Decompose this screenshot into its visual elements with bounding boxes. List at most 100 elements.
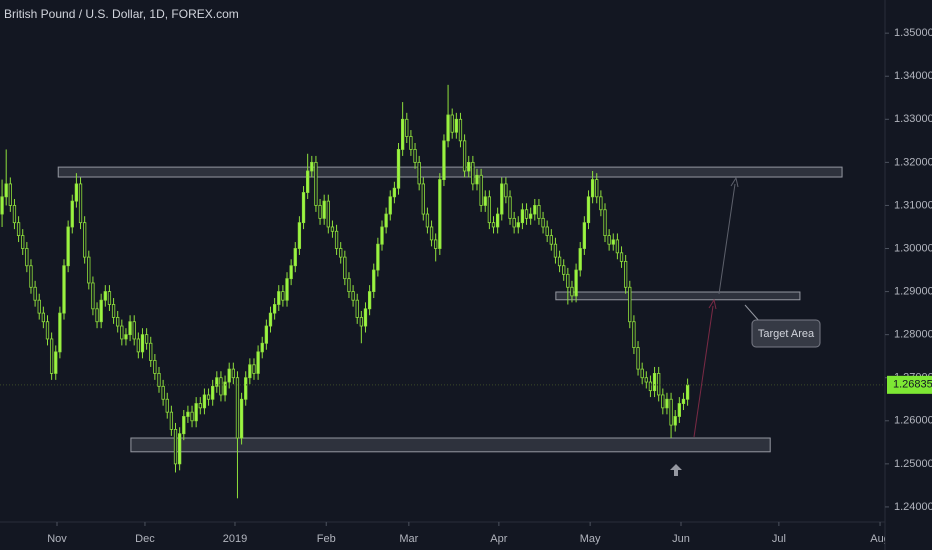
candle-body [442, 140, 446, 180]
candle-body [310, 161, 314, 172]
candle-body [326, 200, 330, 228]
candle-body [182, 416, 186, 435]
candle-body [49, 338, 54, 374]
candle-body [574, 269, 578, 297]
candle-body [219, 377, 223, 396]
candle-body [462, 140, 467, 172]
candle-body [231, 368, 235, 379]
candle-body [54, 351, 58, 374]
candle-body [673, 416, 677, 426]
candle-body [0, 196, 4, 215]
candle-body [206, 394, 211, 400]
y-tick-label: 1.34000 [894, 70, 932, 82]
candle-body [227, 368, 231, 383]
callout-box [751, 319, 821, 348]
candle-body [149, 342, 153, 361]
candle-body [355, 299, 359, 318]
x-tick-label: Aug [870, 533, 890, 545]
candle-body [644, 377, 648, 383]
candle-body [343, 256, 347, 280]
x-tick-label: 2019 [223, 533, 247, 545]
candle-body [677, 403, 681, 417]
candle-body [669, 398, 673, 426]
candle-body [351, 291, 355, 301]
candle-body [74, 183, 79, 202]
candle-body [107, 291, 112, 305]
candle-body [153, 360, 157, 374]
candle-body [144, 334, 149, 344]
candle-body [16, 222, 21, 236]
candle-body [376, 243, 380, 271]
candle-body [91, 282, 95, 310]
candle-body [140, 334, 145, 353]
candle-body [239, 398, 244, 439]
candle-body [264, 325, 269, 344]
candle-body [58, 312, 62, 353]
candle-body [524, 209, 529, 219]
candle-body [458, 118, 463, 142]
up-arrow-icon [670, 464, 682, 476]
y-tick-label: 1.33000 [894, 113, 932, 125]
candle-body [434, 239, 438, 249]
candle-body [45, 321, 50, 340]
candle-body [396, 149, 401, 189]
candle-body [281, 291, 285, 301]
candle-body [111, 304, 116, 318]
candle-body [570, 286, 574, 297]
candle-body [25, 248, 29, 267]
candle-body [636, 347, 640, 370]
candle-body [603, 209, 607, 236]
candle-body [367, 291, 372, 310]
candle-body [41, 312, 46, 323]
candle-body [599, 196, 603, 211]
candle-body [95, 308, 99, 323]
candle-body [632, 321, 636, 348]
candle-body [516, 222, 520, 228]
candle-body [78, 183, 83, 224]
candle-body [359, 317, 363, 327]
candle-body [318, 205, 322, 219]
candle-body [33, 286, 37, 301]
candle-body [29, 265, 33, 288]
candle-body [289, 265, 293, 280]
axes: 1.240001.250001.260001.270001.280001.290… [0, 27, 932, 545]
y-tick-label: 1.30000 [894, 242, 932, 254]
y-tick-label: 1.32000 [894, 156, 932, 168]
candle-body [467, 161, 471, 172]
x-tick-label: Nov [47, 533, 67, 545]
candle-body [190, 411, 194, 422]
candle-body [566, 273, 570, 288]
candle-body [487, 196, 492, 224]
y-tick-label: 1.31000 [894, 199, 932, 211]
candle-body [529, 213, 533, 219]
candle-body [681, 398, 686, 404]
candle-body [619, 252, 624, 262]
candle-body [103, 291, 107, 301]
candle-body [446, 114, 450, 142]
x-axis: Nov Dec 2019 Feb Mar Apr May Jun Jul Aug [47, 522, 890, 545]
x-tick-label: Jul [772, 533, 786, 545]
x-tick-label: Apr [490, 533, 507, 545]
last-price-tag [887, 375, 932, 394]
candle-body [120, 325, 124, 340]
candle-body [363, 308, 368, 327]
annotation: Target Area [758, 328, 815, 340]
y-tick-label: 1.24000 [894, 501, 932, 513]
y-tick-label: 1.35000 [894, 27, 932, 39]
zone [130, 437, 771, 453]
candle-body [405, 118, 409, 137]
candle-body [12, 205, 17, 224]
candle-body [417, 161, 421, 185]
candle-body [136, 338, 140, 353]
candle-body [652, 373, 657, 392]
x-tick-label: Dec [135, 533, 155, 545]
candle-body [504, 183, 508, 198]
candle-body [268, 312, 273, 327]
candle-body [401, 118, 405, 150]
candle-body [611, 239, 615, 245]
candle-body [372, 269, 376, 292]
candle-body [301, 192, 306, 224]
candle-body [128, 321, 132, 336]
candle-body [392, 187, 397, 198]
